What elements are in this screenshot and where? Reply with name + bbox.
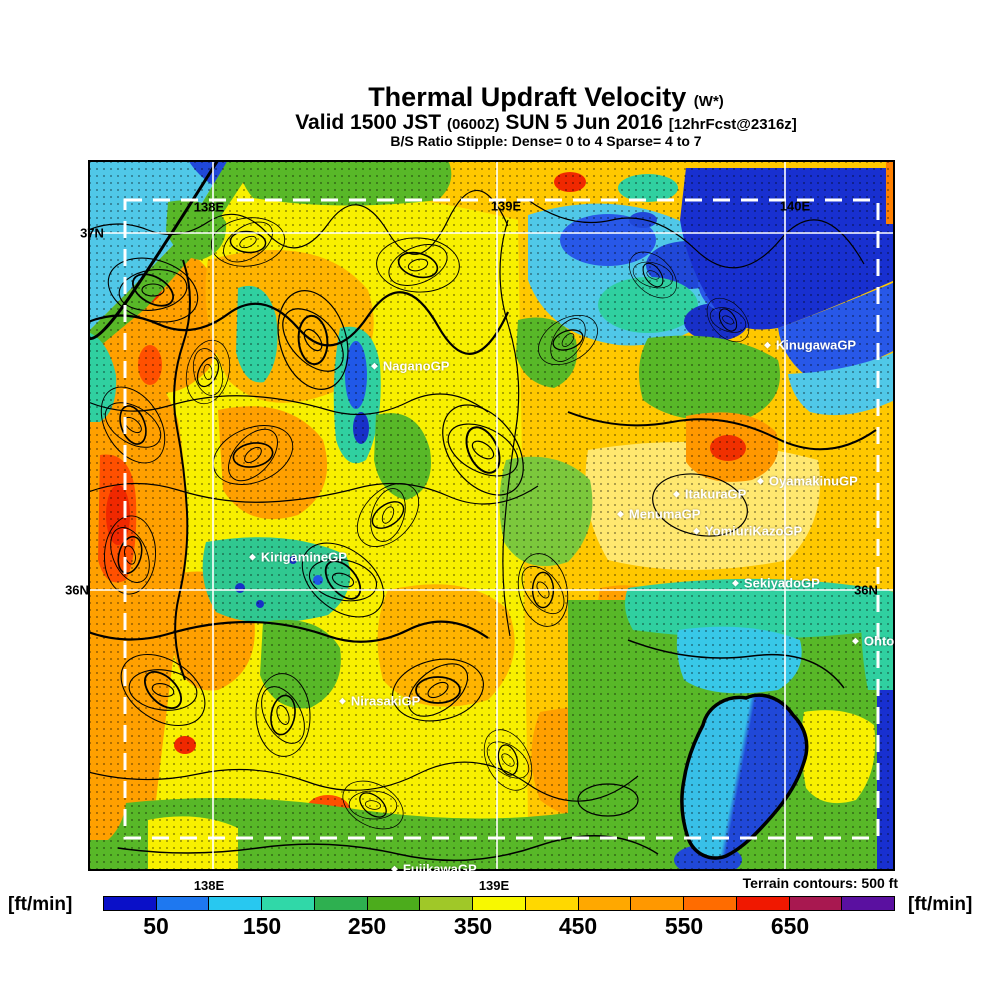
grid-label-139e-top: 139E <box>490 198 522 214</box>
site-sekiyado: ◆ SekiyadoGP <box>732 576 820 591</box>
site-itakura: ◆ ItakuraGP <box>673 487 746 502</box>
colorbar-segment <box>261 897 314 910</box>
site-marker-icon: ◆ <box>249 551 256 562</box>
site-nirasaki: ◆ NirasakiGP <box>339 694 420 709</box>
colorbar-tick: 350 <box>453 913 493 939</box>
title-text: Thermal Updraft Velocity <box>368 82 687 112</box>
colorbar <box>103 896 895 911</box>
grid-label-139e-bottom: 139E <box>478 878 510 893</box>
site-label: ItakuraGP <box>684 486 747 502</box>
colorbar-tick: 550 <box>664 913 704 939</box>
colorbar-tick: 250 <box>347 913 387 939</box>
colorbar-segment <box>472 897 525 910</box>
site-yomiurikazo: ◆ YomiuriKazoGP <box>693 524 802 539</box>
site-marker-icon: ◆ <box>371 360 378 371</box>
colorbar-segment <box>577 897 631 910</box>
site-label: NirasakiGP <box>350 693 421 709</box>
colorbar-segment <box>313 897 367 910</box>
site-label: MenumaGP <box>628 506 701 522</box>
stipple-note: B/S Ratio Stipple: Dense= 0 to 4 Sparse=… <box>390 133 702 149</box>
valid-forecast-tag: [12hrFcst@2316z] <box>668 116 797 133</box>
site-marker-icon: ◆ <box>764 339 771 350</box>
colorbar-unit-left: [ft/min] <box>8 894 73 915</box>
colorbar-segment <box>155 897 209 910</box>
site-marker-icon: ◆ <box>339 695 346 706</box>
valid-zulu: (0600Z) <box>446 116 500 133</box>
colorbar-tick: 50 <box>143 913 169 939</box>
site-label: OyamakinuGP <box>768 473 858 489</box>
site-nagano: ◆ NaganoGP <box>371 359 449 374</box>
colorbar-segment <box>788 897 842 910</box>
site-label: OhtoneGP <box>863 633 895 649</box>
site-marker-icon: ◆ <box>732 577 739 588</box>
colorbar-segment <box>104 897 156 910</box>
page-title: Thermal Updraft Velocity (W*) <box>92 82 1000 113</box>
site-label: YomiuriKazoGP <box>704 523 803 539</box>
colorbar-segment <box>208 897 262 910</box>
colorbar-segment <box>366 897 420 910</box>
site-label: KinugawaGP <box>775 337 857 353</box>
site-kinugawa: ◆ KinugawaGP <box>764 338 856 353</box>
site-marker-icon: ◆ <box>391 863 398 871</box>
colorbar-segment <box>630 897 684 910</box>
valid-prefix: Valid 1500 JST <box>295 111 442 134</box>
site-label: KirigamineGP <box>260 549 347 565</box>
colorbar-segment <box>735 897 789 910</box>
grid-label-36n-right: 36N <box>854 582 878 598</box>
site-marker-icon: ◆ <box>673 488 680 499</box>
site-label: SekiyadoGP <box>743 575 820 591</box>
colorbar-tick: 450 <box>558 913 598 939</box>
colorbar-unit-right: [ft/min] <box>908 894 973 915</box>
site-label: NaganoGP <box>382 358 450 374</box>
valid-date: SUN 5 Jun 2016 <box>505 111 663 134</box>
site-ohtone: ◆ OhtoneGP <box>852 634 895 649</box>
terrain-contours-note: Terrain contours: 500 ft <box>742 875 898 891</box>
grid-label-37n-left: 37N <box>80 225 104 241</box>
site-label: FujikawaGP <box>402 861 477 872</box>
colorbar-tick: 650 <box>770 913 810 939</box>
grid-label-138e-top: 138E <box>193 199 225 215</box>
thermal-field-graphic <box>88 160 895 871</box>
grid-label-36n-left: 36N <box>65 582 89 598</box>
colorbar-segment <box>419 897 473 910</box>
site-fujikawa: ◆ FujikawaGP <box>391 862 477 872</box>
colorbar-segment <box>683 897 736 910</box>
valid-time-line: Valid 1500 JST (0600Z) SUN 5 Jun 2016 [1… <box>92 111 1000 135</box>
title-unit: (W*) <box>693 93 724 110</box>
colorbar-tick: 150 <box>242 913 282 939</box>
map-image: 138E 139E 140E 36N ◆ NaganoGP ◆ Kirigamine… <box>88 160 895 871</box>
colorbar-segment <box>524 897 578 910</box>
site-kirigamine: ◆ KirigamineGP <box>249 550 347 565</box>
grid-label-140e-top: 140E <box>779 198 811 214</box>
site-marker-icon: ◆ <box>617 508 624 519</box>
site-oyamakinu: ◆ OyamakinuGP <box>757 474 858 489</box>
site-marker-icon: ◆ <box>693 525 700 536</box>
grid-label-138e-bottom: 138E <box>193 878 225 893</box>
site-marker-icon: ◆ <box>852 635 859 646</box>
site-menuma: ◆ MenumaGP <box>617 507 700 522</box>
site-marker-icon: ◆ <box>757 475 764 486</box>
colorbar-segment <box>841 897 895 910</box>
